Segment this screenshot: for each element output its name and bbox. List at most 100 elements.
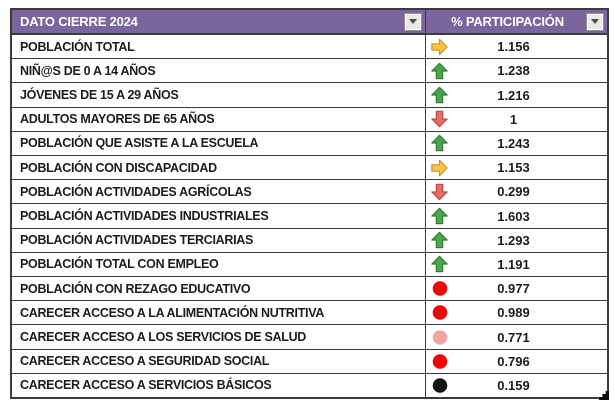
row-value: 0.159 [497, 377, 530, 393]
row-value-cell[interactable]: 0.989 [426, 301, 607, 324]
row-value-cell[interactable]: 1.153 [426, 156, 607, 179]
row-value-cell[interactable]: 0.299 [426, 180, 607, 203]
table-row: CARECER ACCESO A LA ALIMENTACIÓN NUTRITI… [12, 300, 607, 325]
green-up-arrow-icon [431, 62, 448, 80]
yellow-right-arrow-icon [431, 38, 448, 55]
row-value-cell[interactable]: 0.796 [426, 350, 607, 373]
row-label: JÓVENES DE 15 A 29 AÑOS [20, 88, 179, 102]
row-label: CARECER ACCESO A LA ALIMENTACIÓN NUTRITI… [20, 305, 325, 320]
dropdown-arrow-icon [591, 19, 599, 24]
row-label-cell[interactable]: JÓVENES DE 15 A 29 AÑOS [12, 83, 426, 107]
row-value-cell[interactable]: 1.156 [426, 35, 607, 58]
green-up-arrow-icon [431, 86, 448, 104]
table-row: POBLACIÓN TOTAL 1.156 [12, 35, 607, 59]
row-value: 1.243 [497, 135, 530, 151]
row-label: POBLACIÓN ACTIVIDADES TERCIARIAS [20, 233, 254, 248]
yellow-right-arrow-icon [431, 159, 448, 176]
row-label: POBLACIÓN QUE ASISTE A LA ESCUELA [20, 136, 259, 151]
row-label-cell[interactable]: POBLACIÓN CON REZAGO EDUCATIVO [12, 277, 426, 301]
table-row: POBLACIÓN ACTIVIDADES INDUSTRIALES 1.603 [12, 203, 607, 228]
table-body: POBLACIÓN TOTAL 1.156 NIÑ@S DE 0 A 14 AÑ… [12, 35, 607, 398]
table-row: POBLACIÓN ACTIVIDADES AGRÍCOLAS 0.299 [12, 179, 607, 204]
row-label-cell[interactable]: POBLACIÓN ACTIVIDADES TERCIARIAS [12, 228, 426, 252]
row-label: CARECER ACCESO A LOS SERVICIOS DE SALUD [20, 330, 307, 345]
row-label-cell[interactable]: CARECER ACCESO A SEGURIDAD SOCIAL [12, 349, 426, 373]
green-up-arrow-icon [431, 256, 448, 273]
row-label-cell[interactable]: POBLACIÓN ACTIVIDADES AGRÍCOLAS [12, 180, 426, 204]
table-row: POBLACIÓN ACTIVIDADES TERCIARIAS 1.293 [12, 227, 607, 252]
row-value: 1.156 [497, 39, 530, 55]
row-label-cell[interactable]: NIÑ@S DE 0 A 14 AÑOS [12, 59, 426, 83]
header-col1-label: DATO CIERRE 2024 [20, 14, 138, 29]
red-circle-icon [431, 280, 448, 297]
header-col2-label: % PARTICIPACIÓN [451, 14, 564, 29]
row-label-cell[interactable]: ADULTOS MAYORES DE 65 AÑOS [12, 107, 426, 131]
green-up-arrow-icon [431, 135, 448, 152]
row-value-cell[interactable]: 1.243 [426, 132, 607, 155]
row-label: CARECER ACCESO A SEGURIDAD SOCIAL [20, 354, 270, 369]
row-label-cell[interactable]: POBLACIÓN TOTAL CON EMPLEO [12, 252, 426, 277]
table-row: POBLACIÓN QUE ASISTE A LA ESCUELA 1.243 [12, 130, 607, 156]
row-value-cell[interactable]: 0.977 [426, 277, 607, 300]
row-value-cell[interactable]: 0.771 [426, 325, 607, 348]
row-label: POBLACIÓN CON REZAGO EDUCATIVO [20, 281, 251, 296]
row-label-cell[interactable]: POBLACIÓN ACTIVIDADES INDUSTRIALES [12, 204, 426, 228]
table-row: CARECER ACCESO A SERVICIOS BÁSICOS 0.159 [12, 372, 607, 398]
row-value: 1.293 [497, 232, 530, 248]
table-row: CARECER ACCESO A SEGURIDAD SOCIAL 0.796 [12, 348, 607, 373]
row-value-cell[interactable]: 1.603 [426, 204, 607, 227]
filter-dropdown-col1-button[interactable] [404, 12, 422, 31]
pink-circle-icon [431, 329, 448, 346]
filter-dropdown-col2-button[interactable] [586, 12, 604, 31]
table-row: ADULTOS MAYORES DE 65 AÑOS 1 [12, 106, 607, 131]
row-label: POBLACIÓN TOTAL [20, 39, 135, 54]
row-value: 1.216 [497, 87, 530, 103]
row-label-cell[interactable]: CARECER ACCESO A LOS SERVICIOS DE SALUD [12, 325, 426, 349]
table-row: NIÑ@S DE 0 A 14 AÑOS 1.238 [12, 58, 607, 83]
dropdown-arrow-icon [409, 19, 417, 24]
row-value-cell[interactable]: 0.159 [426, 374, 607, 397]
table-header-row: DATO CIERRE 2024 % PARTICIPACIÓN [12, 10, 607, 35]
row-value-cell[interactable]: 1 [426, 108, 607, 131]
red-circle-icon [431, 353, 448, 370]
row-value: 1 [509, 111, 518, 127]
row-value-cell[interactable]: 1.293 [426, 229, 607, 252]
header-cell-dato-cierre[interactable]: DATO CIERRE 2024 [12, 10, 426, 33]
row-value-cell[interactable]: 1.216 [426, 83, 607, 106]
row-value: 1.191 [497, 256, 530, 272]
table-row: POBLACIÓN TOTAL CON EMPLEO 1.191 [12, 251, 607, 277]
green-up-arrow-icon [431, 231, 448, 249]
row-value-cell[interactable]: 1.238 [426, 59, 607, 82]
black-circle-icon [431, 377, 448, 394]
table-row: CARECER ACCESO A LOS SERVICIOS DE SALUD … [12, 324, 607, 349]
row-value: 1.238 [497, 63, 530, 79]
red-circle-icon [431, 304, 448, 321]
row-value: 1.603 [497, 208, 530, 224]
row-value: 1.153 [497, 160, 530, 176]
row-value: 0.796 [497, 353, 530, 369]
row-label-cell[interactable]: POBLACIÓN QUE ASISTE A LA ESCUELA [12, 131, 426, 156]
row-value: 0.771 [497, 329, 530, 345]
row-value: 0.299 [497, 184, 530, 200]
row-label: CARECER ACCESO A SERVICIOS BÁSICOS [20, 378, 272, 393]
row-label: NIÑ@S DE 0 A 14 AÑOS [20, 63, 156, 78]
row-value-cell[interactable]: 1.191 [426, 253, 607, 276]
green-up-arrow-icon [431, 207, 448, 225]
row-label-cell[interactable]: POBLACIÓN CON DISCAPACIDAD [12, 156, 426, 180]
table-resize-handle[interactable] [599, 391, 609, 400]
header-cell-participacion[interactable]: % PARTICIPACIÓN [426, 10, 607, 33]
table-row: POBLACIÓN CON DISCAPACIDAD 1.153 [12, 155, 607, 180]
table-row: POBLACIÓN CON REZAGO EDUCATIVO 0.977 [12, 276, 607, 301]
row-label-cell[interactable]: CARECER ACCESO A SERVICIOS BÁSICOS [12, 373, 426, 398]
row-label-cell[interactable]: POBLACIÓN TOTAL [12, 35, 426, 59]
table-row: JÓVENES DE 15 A 29 AÑOS 1.216 [12, 82, 607, 107]
row-label: ADULTOS MAYORES DE 65 AÑOS [20, 112, 215, 127]
data-table: DATO CIERRE 2024 % PARTICIPACIÓN POBLACI… [10, 8, 609, 400]
red-down-arrow-icon [431, 110, 448, 128]
row-label: POBLACIÓN ACTIVIDADES INDUSTRIALES [20, 209, 269, 224]
row-label-cell[interactable]: CARECER ACCESO A LA ALIMENTACIÓN NUTRITI… [12, 301, 426, 325]
row-label: POBLACIÓN ACTIVIDADES AGRÍCOLAS [20, 184, 252, 199]
row-value: 0.989 [497, 305, 530, 321]
row-label: POBLACIÓN TOTAL CON EMPLEO [20, 257, 219, 272]
